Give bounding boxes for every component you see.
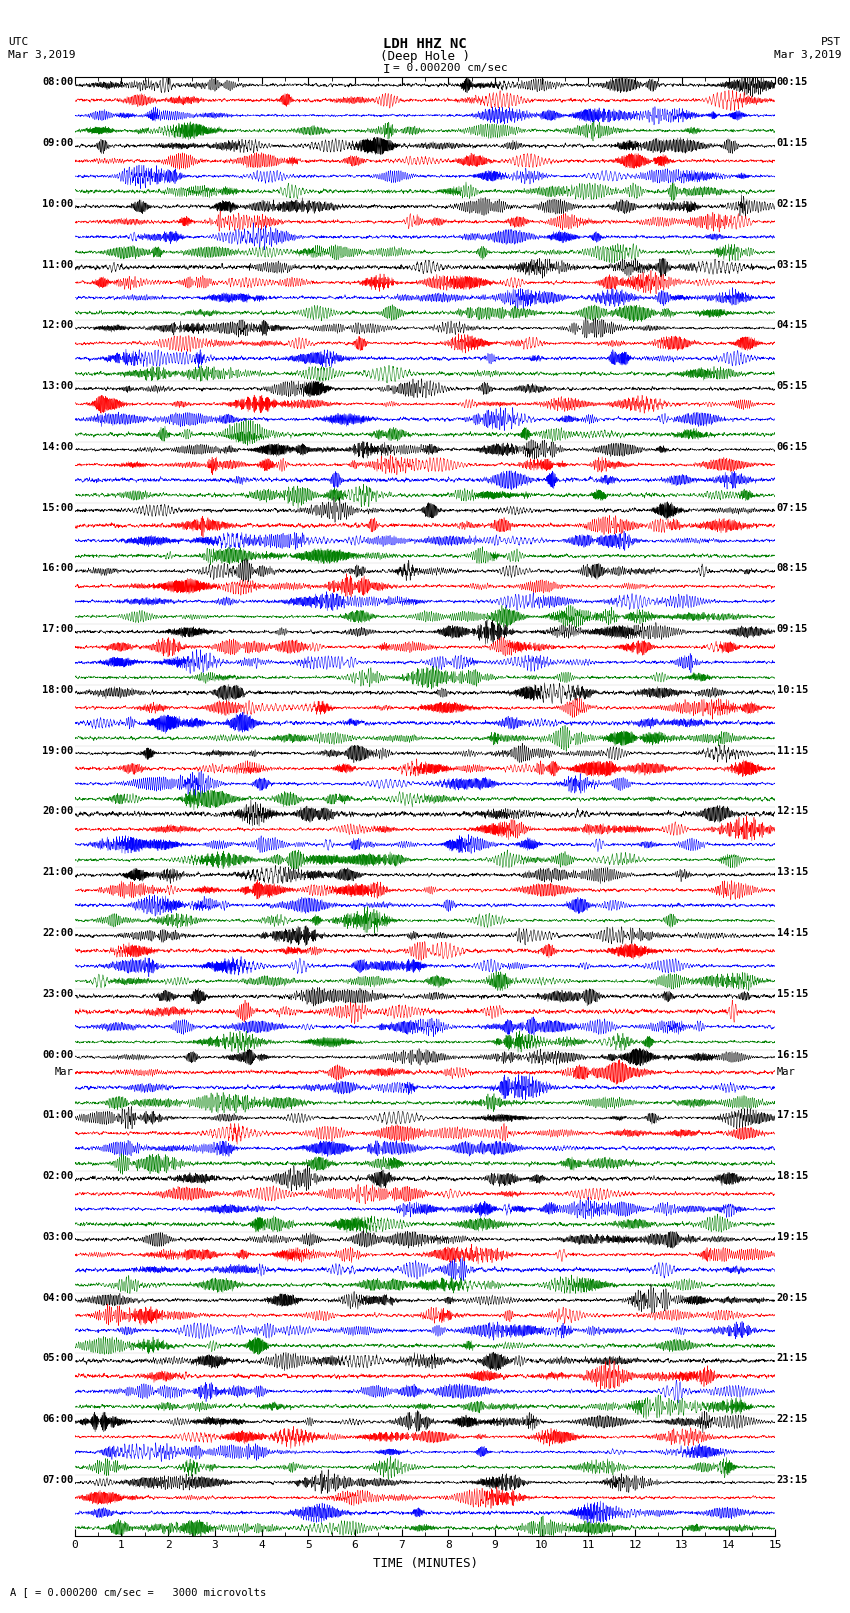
Text: 23:15: 23:15 (777, 1474, 807, 1486)
Text: 00:15: 00:15 (777, 77, 807, 87)
Text: 08:00: 08:00 (42, 77, 73, 87)
Text: 20:15: 20:15 (777, 1292, 807, 1303)
Text: = 0.000200 cm/sec: = 0.000200 cm/sec (393, 63, 507, 73)
Text: 04:00: 04:00 (42, 1292, 73, 1303)
Text: 20:00: 20:00 (42, 806, 73, 816)
Text: 03:15: 03:15 (777, 260, 807, 269)
Text: Mar 3,2019: Mar 3,2019 (774, 50, 842, 60)
Text: UTC: UTC (8, 37, 29, 47)
Text: 19:00: 19:00 (42, 745, 73, 756)
Text: 09:15: 09:15 (777, 624, 807, 634)
Text: 16:15: 16:15 (777, 1050, 807, 1060)
X-axis label: TIME (MINUTES): TIME (MINUTES) (372, 1558, 478, 1571)
Text: 21:00: 21:00 (42, 868, 73, 877)
Text: 12:00: 12:00 (42, 321, 73, 331)
Text: A [ = 0.000200 cm/sec =   3000 microvolts: A [ = 0.000200 cm/sec = 3000 microvolts (10, 1587, 266, 1597)
Text: 14:15: 14:15 (777, 927, 807, 939)
Text: 02:15: 02:15 (777, 198, 807, 210)
Text: 11:15: 11:15 (777, 745, 807, 756)
Text: 07:15: 07:15 (777, 503, 807, 513)
Text: I: I (383, 63, 390, 76)
Text: 05:15: 05:15 (777, 381, 807, 392)
Text: 17:15: 17:15 (777, 1110, 807, 1121)
Text: PST: PST (821, 37, 842, 47)
Text: 16:00: 16:00 (42, 563, 73, 574)
Text: 03:00: 03:00 (42, 1232, 73, 1242)
Text: 09:00: 09:00 (42, 139, 73, 148)
Text: 05:00: 05:00 (42, 1353, 73, 1363)
Text: Mar: Mar (777, 1068, 796, 1077)
Text: 11:00: 11:00 (42, 260, 73, 269)
Text: LDH HHZ NC: LDH HHZ NC (383, 37, 467, 52)
Text: 14:00: 14:00 (42, 442, 73, 452)
Text: 13:00: 13:00 (42, 381, 73, 392)
Text: 06:00: 06:00 (42, 1415, 73, 1424)
Text: 18:00: 18:00 (42, 686, 73, 695)
Text: 19:15: 19:15 (777, 1232, 807, 1242)
Text: 22:00: 22:00 (42, 927, 73, 939)
Text: 07:00: 07:00 (42, 1474, 73, 1486)
Text: Mar: Mar (54, 1068, 73, 1077)
Text: 04:15: 04:15 (777, 321, 807, 331)
Text: 22:15: 22:15 (777, 1415, 807, 1424)
Text: 01:00: 01:00 (42, 1110, 73, 1121)
Text: Mar 3,2019: Mar 3,2019 (8, 50, 76, 60)
Text: (Deep Hole ): (Deep Hole ) (380, 50, 470, 63)
Text: 06:15: 06:15 (777, 442, 807, 452)
Text: 00:00: 00:00 (42, 1050, 73, 1060)
Text: 23:00: 23:00 (42, 989, 73, 998)
Text: 10:15: 10:15 (777, 686, 807, 695)
Text: 13:15: 13:15 (777, 868, 807, 877)
Text: 17:00: 17:00 (42, 624, 73, 634)
Text: 02:00: 02:00 (42, 1171, 73, 1181)
Text: 15:00: 15:00 (42, 503, 73, 513)
Text: 12:15: 12:15 (777, 806, 807, 816)
Text: 21:15: 21:15 (777, 1353, 807, 1363)
Text: 18:15: 18:15 (777, 1171, 807, 1181)
Text: 15:15: 15:15 (777, 989, 807, 998)
Text: 01:15: 01:15 (777, 139, 807, 148)
Text: 08:15: 08:15 (777, 563, 807, 574)
Text: 10:00: 10:00 (42, 198, 73, 210)
